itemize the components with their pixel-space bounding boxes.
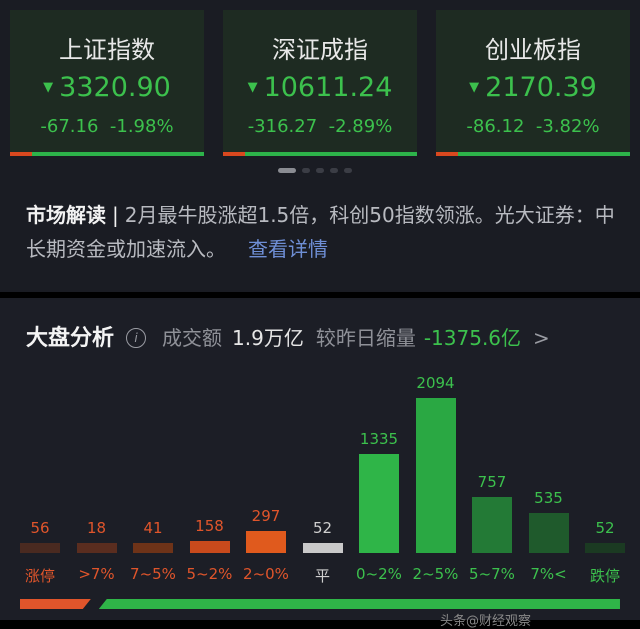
bar-category-label: 0~2% [356,565,402,583]
distribution-bar-group[interactable]: 56 涨停 [20,298,60,620]
market-news[interactable]: 市场解读 | 2月最牛股涨超1.5倍，科创50指数领涨。光大证券：中长期资金或加速流… [26,198,616,266]
compare-value: -1375.6亿 [423,326,522,350]
chevron-right-icon[interactable]: > [533,326,550,350]
bar-category-label: 2~0% [243,565,289,583]
down-arrow-icon: ▼ [469,80,480,95]
bar-category-label: 平 [314,567,330,585]
bar-count-label: 535 [534,489,563,508]
bar-count-label: 757 [477,472,507,491]
distribution-bar-group[interactable]: 2094 2~5% [413,298,459,620]
carousel-dot-active[interactable] [278,168,296,173]
index-name: 上证指数 [59,36,155,64]
index-change: -316.27 -2.89% [247,116,393,137]
compare-label: 较昨日缩量 [315,326,416,350]
index-price: ▼ 10611.24 [247,72,393,103]
distribution-bar [189,541,230,553]
distribution-bar-group[interactable]: 535 7%< [528,298,569,620]
down-arrow-icon: ▼ [43,80,54,95]
down-arrow-icon: ▼ [247,80,258,95]
distribution-bar [472,496,512,553]
carousel-dot[interactable] [344,168,352,173]
distribution-bar-group[interactable]: 1335 0~2% [356,298,402,620]
index-change: -86.12 -3.82% [466,116,600,137]
distribution-bar [76,543,117,553]
distribution-bar [246,531,286,553]
index-card-shenzhen[interactable]: 深证成指 ▼ 10611.24 -316.27 -2.89% [223,10,417,156]
view-details-link[interactable]: 查看详情 [248,237,328,261]
carousel-dot[interactable] [316,168,324,173]
bar-category-label: 跌停 [589,567,620,585]
index-card-chinext[interactable]: 创业板指 ▼ 2170.39 -86.12 -3.82% [436,10,630,156]
distribution-bar-group[interactable]: 297 2~0% [243,298,289,620]
bar-count-label: 52 [312,519,333,537]
bar-count-label: 297 [251,507,281,526]
index-name: 深证成指 [272,36,368,64]
volume-label: 成交额 [162,326,223,350]
bar-count-label: 52 [595,519,615,537]
bar-category-label: 涨停 [24,567,55,585]
distribution-chart: 56 涨停 18 >7% 41 7~5% 158 5~2% 297 2~0% 52 平 1335 0~2%… [0,298,640,620]
news-separator: | [112,203,119,227]
distribution-bar [359,454,399,553]
index-price: ▼ 3320.90 [43,72,171,103]
index-card-shanghai[interactable]: 上证指数 ▼ 3320.90 -67.16 -1.98% [10,10,204,156]
bar-count-label: 18 [86,519,107,537]
section-title: 大盘分析 [26,326,115,351]
bar-count-label: 158 [195,517,224,536]
distribution-bar-group[interactable]: 41 7~5% [130,298,176,620]
volume-value: 1.9万亿 [232,326,304,350]
bar-category-label: 5~7% [469,565,515,583]
news-heading: 市场解读 [26,203,106,227]
distribution-bar-group[interactable]: 158 5~2% [187,298,233,620]
info-icon[interactable]: i [126,328,147,348]
distribution-bar-group[interactable]: 52 跌停 [585,298,625,620]
up-ratio-bar [20,599,91,609]
down-ratio-bar [98,599,620,609]
bar-category-label: >7% [78,565,115,583]
index-name: 创业板指 [485,36,581,64]
carousel-dot[interactable] [302,168,310,173]
index-ratio-bar [10,152,204,156]
bar-category-label: 2~5% [412,565,459,583]
distribution-bar [302,543,343,553]
carousel-dot[interactable] [330,168,338,173]
distribution-bar [415,398,456,553]
bar-category-label: 7~5% [130,565,176,583]
bar-category-label: 7%< [530,565,567,583]
distribution-bar-group[interactable]: 52 平 [302,298,343,620]
distribution-bar-group[interactable]: 757 5~7% [469,298,515,620]
bar-count-label: 41 [143,519,163,537]
bar-count-label: 1335 [359,430,399,449]
top-panel: 上证指数 ▼ 3320.90 -67.16 -1.98% 深证成指 ▼ 10611.… [0,0,640,292]
bar-count-label: 56 [30,519,50,537]
bar-category-label: 5~2% [186,565,233,583]
market-analysis-panel: 大盘分析 i 成交额 1.9万亿 较昨日缩量 -1375.6亿 > 56 涨停 18 >7% 41 7… [0,298,640,629]
distribution-bar-group[interactable]: 18 >7% [76,298,117,620]
bar-count-label: 2094 [416,374,455,392]
distribution-bar [585,543,625,553]
market-summary[interactable]: 大盘分析 i 成交额 1.9万亿 较昨日缩量 -1375.6亿 > [26,320,550,352]
index-ratio-bar [223,152,417,156]
distribution-bar [133,543,173,553]
news-text: 2月最牛股涨超1.5倍，科创50指数领涨。光大证券：中长期资金或加速流入。 [26,203,615,261]
index-price: ▼ 2170.39 [469,72,597,103]
distribution-bar [528,513,569,553]
distribution-bar [20,543,60,553]
index-change: -67.16 -1.98% [40,116,174,137]
index-ratio-bar [436,152,630,156]
